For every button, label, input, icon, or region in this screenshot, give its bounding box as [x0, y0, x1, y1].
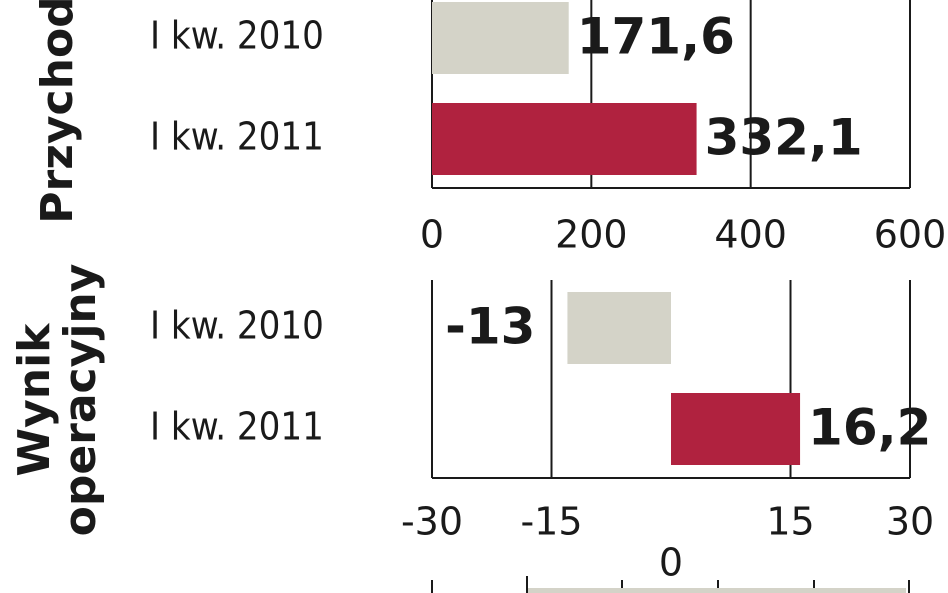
x-tick-label: 400	[714, 213, 787, 257]
x-tick-label: 200	[555, 213, 628, 257]
value-label: -13	[445, 298, 535, 356]
bar	[671, 393, 801, 465]
category-label: I kw. 2010	[150, 304, 324, 348]
chart-title: operacyjny	[55, 264, 106, 537]
value-label: 332,1	[705, 109, 863, 167]
chart-title: Wynik	[9, 322, 60, 477]
x-tick-label: -15	[520, 500, 582, 544]
value-label: 171,6	[577, 8, 735, 66]
x-tick-label: -30	[401, 500, 463, 544]
cropped-bar	[528, 588, 906, 593]
x-tick-label: 15	[766, 500, 814, 544]
x-tick-label: 600	[874, 213, 947, 257]
x-tick-label: 30	[886, 500, 934, 544]
category-label: I kw. 2011	[150, 405, 324, 449]
category-label: I kw. 2010	[150, 14, 324, 58]
value-label: 16,2	[808, 399, 931, 457]
cropped-tick-label: 0	[659, 541, 683, 585]
chart-title: Przychod	[32, 0, 83, 224]
category-label: I kw. 2011	[150, 115, 324, 159]
bar	[432, 103, 697, 175]
x-tick-label: 0	[420, 213, 444, 257]
bar	[567, 292, 671, 364]
bar	[432, 2, 569, 74]
